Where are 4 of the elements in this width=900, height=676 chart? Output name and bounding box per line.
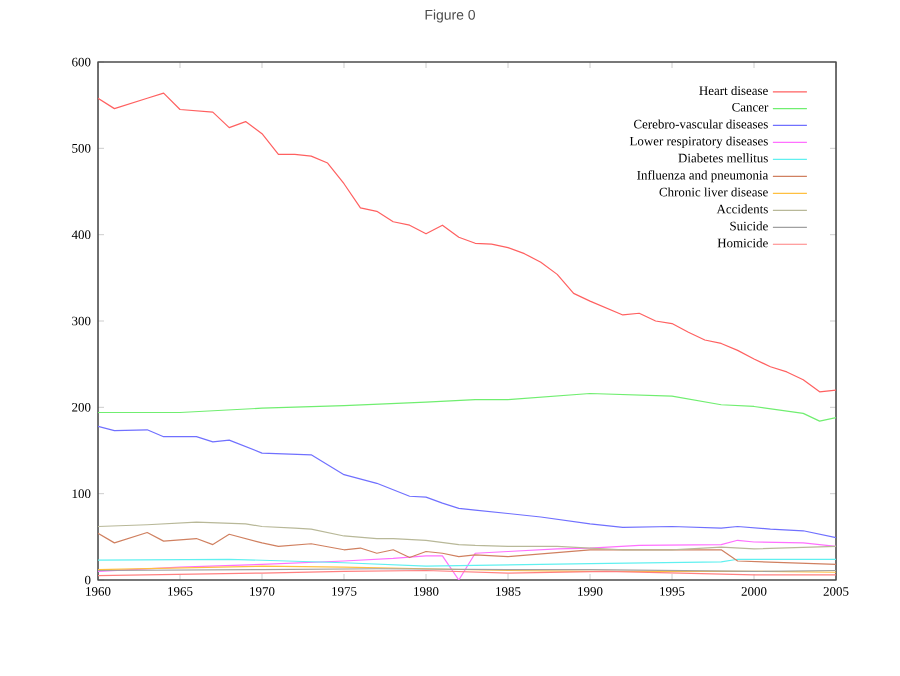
line-series xyxy=(98,539,837,580)
line-series xyxy=(98,521,837,551)
line-series xyxy=(98,392,837,422)
line-series xyxy=(98,425,837,539)
